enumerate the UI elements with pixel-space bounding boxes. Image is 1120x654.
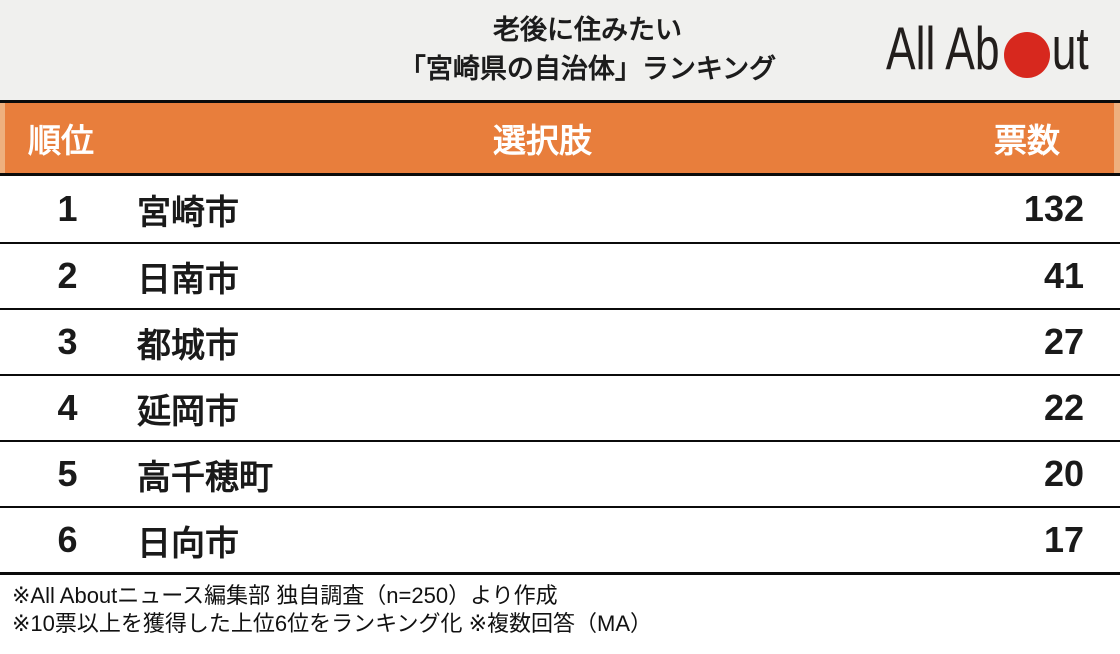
column-header-name: 選択肢 <box>493 122 592 159</box>
rank-cell: 3 <box>57 321 78 362</box>
name-cell: 延岡市 <box>137 392 239 431</box>
all-about-logo: All Ab ut <box>886 16 1096 88</box>
column-header-rank: 順位 <box>28 122 94 159</box>
votes-cell: 20 <box>1043 453 1084 494</box>
name-cell: 高千穂町 <box>137 458 273 497</box>
rank-cell: 2 <box>57 255 78 296</box>
page-title-line2: 「宮崎県の自治体」ランキング <box>398 54 777 84</box>
rank-cell: 1 <box>57 188 78 229</box>
logo-text-after: ut <box>1052 17 1089 83</box>
footnote-line1: ※All Aboutニュース編集部 独自調査（n=250）より作成 <box>12 583 558 608</box>
footnote-line2: ※10票以上を獲得した上位6位をランキング化 ※複数回答（MA） <box>12 611 653 636</box>
table-row: 1 宮崎市 132 <box>0 176 1120 242</box>
rank-cell: 4 <box>57 387 78 428</box>
votes-cell: 22 <box>1043 387 1084 428</box>
table-row: 5 高千穂町 20 <box>0 440 1120 506</box>
column-header-votes: 票数 <box>994 122 1060 159</box>
rank-cell: 6 <box>57 519 78 560</box>
name-cell: 日南市 <box>137 260 239 299</box>
logo-text-before: All Ab <box>886 17 1000 83</box>
page-title: 老後に住みたい 「宮崎県の自治体」ランキング <box>0 11 1120 89</box>
logo-red-circle-icon <box>1004 32 1050 78</box>
table-body: 1 宮崎市 132 2 日南市 41 3 都城市 27 4 延岡市 22 5 高… <box>0 176 1120 572</box>
name-cell: 都城市 <box>137 326 239 365</box>
votes-cell: 132 <box>1023 188 1084 229</box>
divider-below-header <box>0 173 1120 176</box>
divider-above-notes <box>0 572 1120 575</box>
divider-top <box>0 100 1120 103</box>
table-header-row: 順位 選択肢 票数 <box>0 103 1120 173</box>
all-about-logo-svg: All Ab ut <box>886 16 1089 83</box>
rank-cell: 5 <box>57 453 78 494</box>
title-bar: 老後に住みたい 「宮崎県の自治体」ランキング All Ab ut <box>0 0 1120 100</box>
table-row: 3 都城市 27 <box>0 308 1120 374</box>
footnotes: ※All Aboutニュース編集部 独自調査（n=250）より作成 ※10票以上… <box>0 575 1120 644</box>
name-cell: 日向市 <box>137 524 239 563</box>
votes-cell: 17 <box>1043 519 1084 560</box>
table-row: 6 日向市 17 <box>0 506 1120 572</box>
name-cell: 宮崎市 <box>137 193 239 232</box>
table-row: 4 延岡市 22 <box>0 374 1120 440</box>
page-title-line1: 老後に住みたい <box>493 15 682 45</box>
votes-cell: 27 <box>1043 321 1084 362</box>
table-row: 2 日南市 41 <box>0 242 1120 308</box>
votes-cell: 41 <box>1043 255 1084 296</box>
